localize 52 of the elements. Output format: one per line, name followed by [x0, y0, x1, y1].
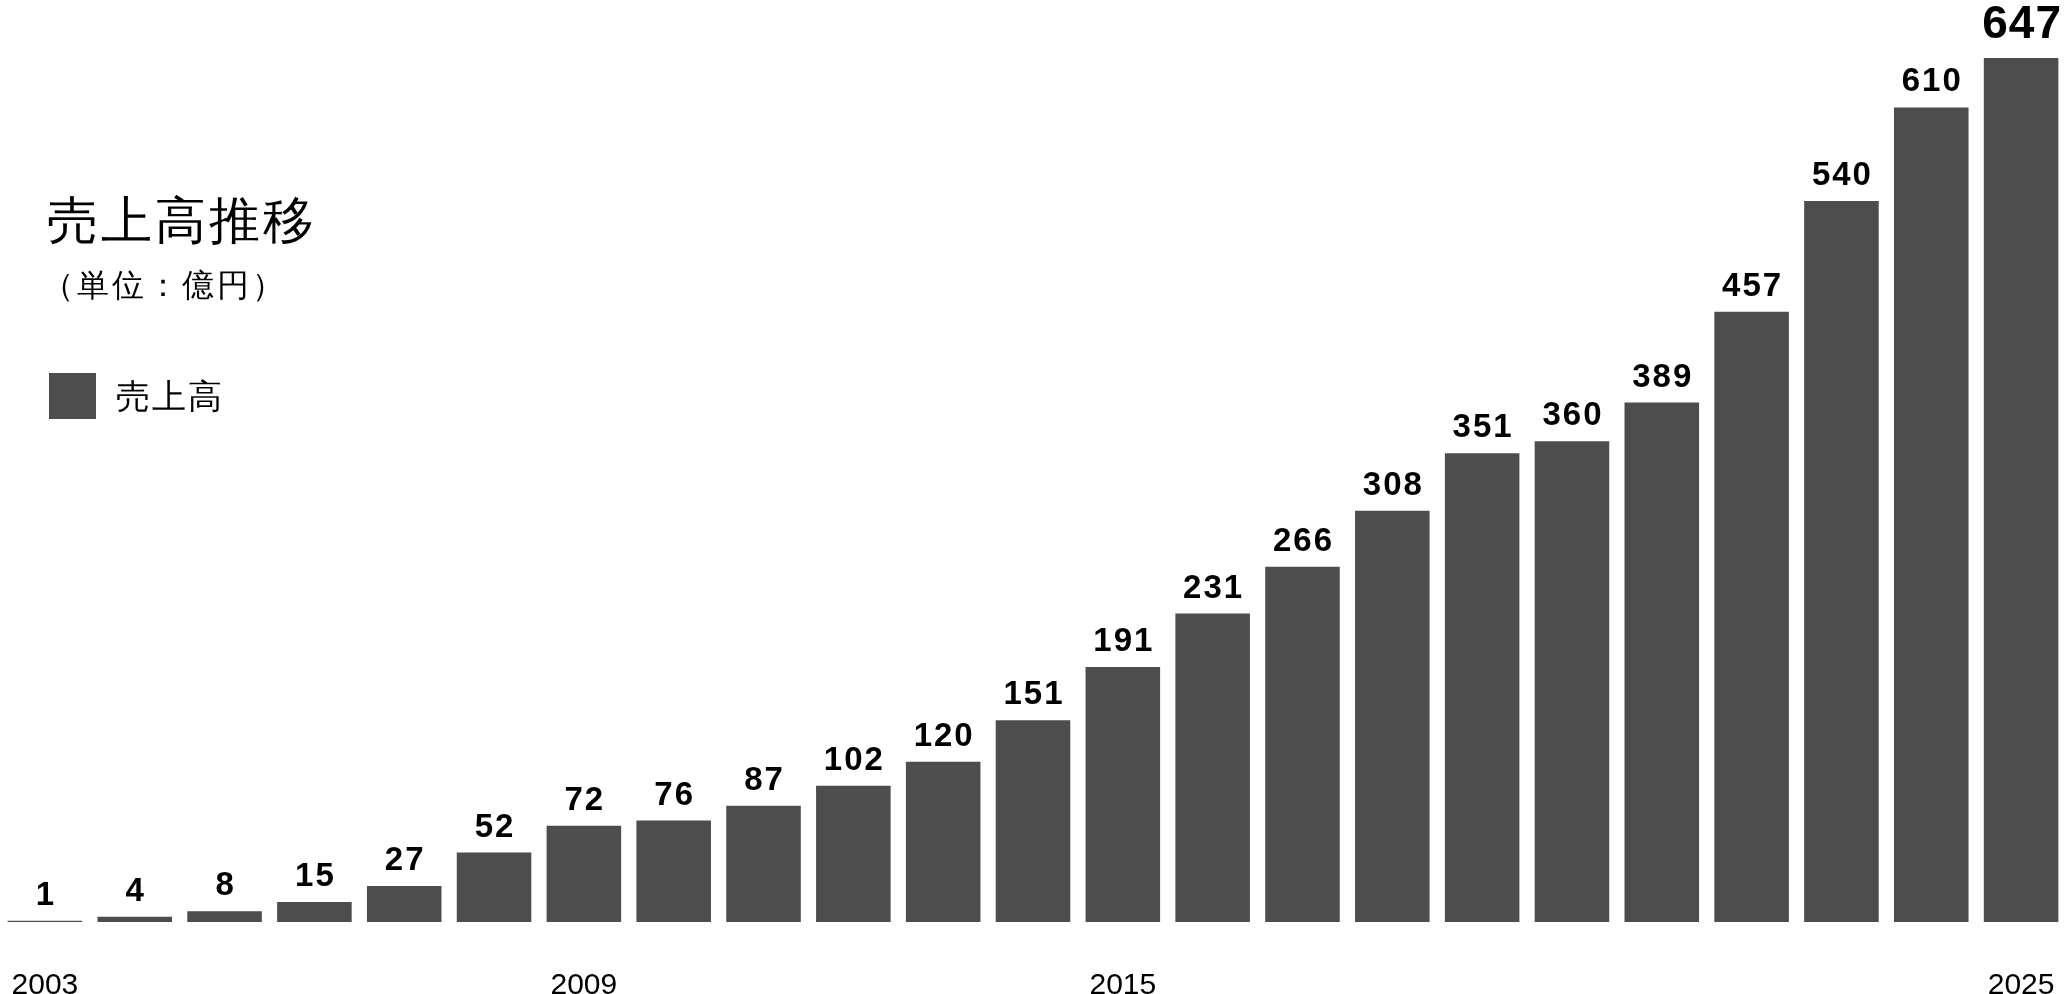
bar [1175, 613, 1250, 922]
bar [1804, 200, 1879, 922]
bar [1624, 402, 1700, 922]
text: 売上高推移 [47, 192, 317, 251]
bar [1534, 441, 1610, 922]
data-label: 8 [215, 865, 236, 903]
bar [905, 761, 981, 922]
data-label: 308 [1362, 464, 1424, 502]
data-label: 360 [1542, 395, 1604, 433]
data-label: 120 [913, 715, 975, 753]
x-tick-label: 2015 [1089, 967, 1157, 994]
bar [1265, 566, 1340, 922]
data-label: 231 [1183, 567, 1245, 605]
bar [1085, 666, 1161, 922]
bar [726, 805, 801, 922]
data-label: 27 [384, 839, 426, 877]
bar [366, 885, 442, 922]
bar [1714, 311, 1789, 922]
bar [187, 911, 262, 922]
data-label: 76 [654, 774, 696, 812]
bar [995, 720, 1071, 922]
bar [1355, 510, 1430, 922]
data-label: 4 [125, 870, 146, 908]
x-tick-label: 2003 [11, 967, 79, 994]
x-tick-label: 2025 [1987, 967, 2055, 994]
x-tick-label: 2009 [550, 967, 618, 994]
bar [1983, 58, 2059, 922]
bar [636, 820, 711, 922]
data-label: 457 [1722, 265, 1784, 303]
data-label: 351 [1452, 407, 1514, 445]
data-label: 266 [1272, 520, 1335, 558]
data-label: 647 [1982, 0, 2062, 48]
data-label: 610 [1901, 61, 1963, 99]
data-label: 102 [823, 739, 885, 777]
data-label: 87 [744, 759, 785, 797]
text: （単位：億円） [42, 266, 287, 305]
data-label: 191 [1093, 620, 1155, 658]
bar [816, 785, 891, 922]
bar [546, 825, 622, 922]
data-label: 1 [35, 874, 57, 912]
data-label: 151 [1003, 674, 1065, 712]
data-label: 15 [295, 855, 336, 893]
data-label: 540 [1811, 154, 1873, 192]
bar [1444, 453, 1520, 922]
bar [1893, 107, 1969, 922]
bar [97, 916, 173, 922]
data-label: 72 [564, 779, 606, 817]
legend-label: 売上高 [116, 375, 224, 417]
data-label: 389 [1632, 356, 1694, 394]
bar [277, 901, 352, 922]
data-label: 52 [474, 806, 516, 844]
bar [456, 852, 532, 922]
